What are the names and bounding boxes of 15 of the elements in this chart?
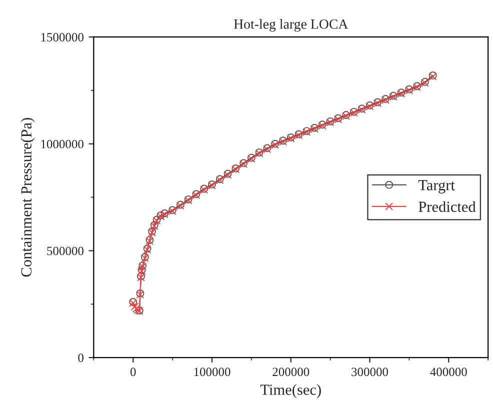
y-tick-label: 0 <box>78 354 84 362</box>
x-tick-label: 200000 <box>272 368 310 376</box>
x-tick-label: 300000 <box>352 368 388 376</box>
y-tick-label: 1000000 <box>41 140 84 148</box>
legend-label: Predicted <box>418 201 476 212</box>
x-tick-label: 100000 <box>194 368 230 376</box>
y-tick-label: 1500000 <box>41 33 84 42</box>
x-tick-label: 0 <box>130 368 136 376</box>
chart-title: Hot-leg large LOCA <box>234 19 348 32</box>
y-tick-label: 500000 <box>47 246 84 256</box>
point <box>130 302 139 311</box>
x-axis-title: Time(sec) <box>260 384 321 398</box>
y-axis-title: Containment Pressure(Pa) <box>20 118 35 277</box>
legend-label: Targrt <box>418 180 455 194</box>
x-tick-label: 400000 <box>430 368 467 376</box>
